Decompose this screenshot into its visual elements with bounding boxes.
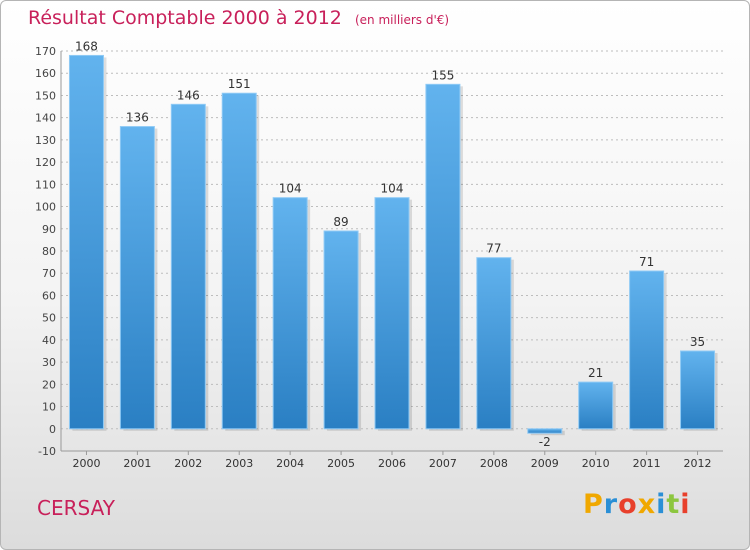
- y-tick-label: 160: [35, 67, 56, 80]
- x-axis-ticks: 2000 2001 2002 2003 2004 2005 2006 2007 2008 2009…: [72, 451, 712, 470]
- logo-letter: r: [603, 489, 619, 520]
- bar: [119, 126, 155, 430]
- data-labels: 168 136 146 151 104 89 104 155 77 -2 21 71 35: [75, 39, 705, 449]
- logo-letter: i: [680, 489, 691, 520]
- bar: [578, 381, 614, 430]
- x-tick-label: 2001: [123, 457, 151, 470]
- x-tick-label: 2002: [174, 457, 202, 470]
- title-line: Résultat Comptable 2000 à 2012 (en milli…: [28, 7, 449, 29]
- bar: [221, 92, 257, 430]
- y-tick-label: 110: [35, 178, 56, 191]
- bar: [680, 350, 716, 430]
- y-tick-label: 70: [42, 267, 56, 280]
- y-axis-ticks: -10 0 10 20 30 40 50 60 70 80 90 100 110 120 130 140 150…: [35, 45, 56, 458]
- data-label: 71: [639, 255, 654, 269]
- bar: [272, 197, 308, 430]
- data-label: 89: [333, 215, 348, 229]
- x-tick-label: 2011: [633, 457, 661, 470]
- y-tick-label: -10: [38, 445, 56, 458]
- data-label: 136: [126, 111, 149, 125]
- x-tick-label: 2007: [429, 457, 457, 470]
- bar: [374, 197, 410, 430]
- logo-letter: i: [656, 489, 667, 520]
- proxiti-logo[interactable]: Proxiti: [583, 489, 691, 520]
- y-tick-label: 30: [42, 356, 56, 369]
- data-label: 77: [486, 242, 501, 256]
- data-label: 151: [228, 77, 251, 91]
- bars: [68, 54, 718, 436]
- x-tick-label: 2012: [684, 457, 712, 470]
- data-label: -2: [539, 435, 551, 449]
- x-tick-label: 2000: [72, 457, 100, 470]
- data-label: 21: [588, 366, 603, 380]
- y-tick-label: 120: [35, 156, 56, 169]
- y-tick-label: 100: [35, 201, 56, 214]
- data-label: 155: [431, 68, 454, 82]
- bar: [425, 83, 461, 430]
- bar: [68, 54, 104, 430]
- y-tick-label: 90: [42, 223, 56, 236]
- y-tick-label: 150: [35, 89, 56, 102]
- chart-subtitle: (en milliers d'€): [354, 13, 450, 27]
- y-tick-label: 130: [35, 134, 56, 147]
- data-label: 168: [75, 39, 98, 53]
- chart-title: Résultat Comptable 2000 à 2012: [28, 7, 342, 29]
- y-tick-label: 50: [42, 312, 56, 325]
- x-tick-label: 2004: [276, 457, 304, 470]
- x-tick-label: 2010: [582, 457, 610, 470]
- x-tick-label: 2003: [225, 457, 253, 470]
- logo-letter: P: [583, 489, 604, 520]
- y-tick-label: 140: [35, 112, 56, 125]
- x-tick-label: 2005: [327, 457, 355, 470]
- y-tick-label: 0: [49, 423, 56, 436]
- x-tick-label: 2009: [531, 457, 559, 470]
- y-tick-label: 40: [42, 334, 56, 347]
- y-tick-label: 80: [42, 245, 56, 258]
- data-label: 104: [381, 182, 404, 196]
- bar: [629, 270, 665, 430]
- y-tick-label: 10: [42, 401, 56, 414]
- data-label: 104: [279, 182, 302, 196]
- data-label: 146: [177, 88, 200, 102]
- y-tick-label: 60: [42, 289, 56, 302]
- logo-letter: o: [618, 489, 638, 520]
- bar: [170, 103, 206, 430]
- bar: [323, 230, 359, 430]
- commune-name: CERSAY: [37, 496, 115, 520]
- y-tick-label: 20: [42, 378, 56, 391]
- logo-letter: t: [666, 489, 681, 520]
- bar: [527, 428, 563, 434]
- bar: [476, 257, 512, 430]
- data-label: 35: [690, 335, 705, 349]
- logo-letter: x: [637, 489, 657, 520]
- x-tick-label: 2008: [480, 457, 508, 470]
- y-tick-label: 170: [35, 45, 56, 58]
- x-tick-label: 2006: [378, 457, 406, 470]
